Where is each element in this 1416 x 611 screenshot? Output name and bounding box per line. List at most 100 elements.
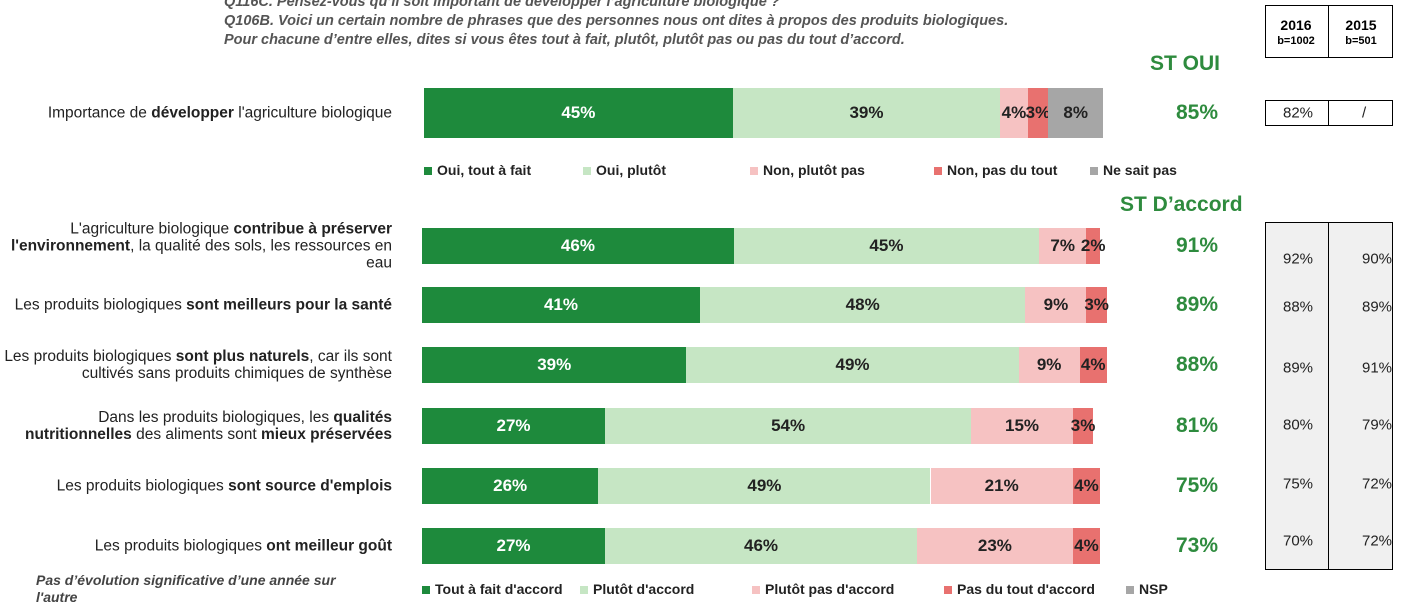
bar-row: 26% 49% 21% 4% xyxy=(422,468,1322,504)
value-label: 15% xyxy=(1005,416,1040,435)
bar-segment xyxy=(1086,228,1100,264)
bar-segment xyxy=(1086,287,1107,323)
total-value: 89% xyxy=(1175,293,1219,316)
footnote: Pas d’évolution significative d’une anné… xyxy=(36,572,336,605)
bar-segment xyxy=(699,287,1026,323)
legend-entry: Pas du tout d'accord xyxy=(944,581,1095,597)
legend-label: NSP xyxy=(1139,581,1168,597)
legend-swatch xyxy=(422,586,430,594)
bar-segment xyxy=(1027,88,1049,138)
legend-entry: Non, pas du tout xyxy=(934,162,1057,178)
bar-segment xyxy=(422,347,687,383)
legend-label: Non, plutôt pas xyxy=(763,162,865,178)
value-label: 46% xyxy=(743,536,779,555)
value-label: 39% xyxy=(537,355,572,374)
bar-segment xyxy=(1072,468,1100,504)
legend-swatch xyxy=(752,586,760,594)
question: Q106B. Voici un certain nombre de phrase… xyxy=(224,13,1009,29)
value-label: 23% xyxy=(977,536,1012,555)
comparison-cell: 92% xyxy=(1283,250,1314,268)
category-text: , la qualité des sols, les ressources en… xyxy=(130,237,392,272)
value-label: 4% xyxy=(1074,536,1099,555)
bar-segment xyxy=(422,468,599,504)
legend-label: Ne sait pas xyxy=(1103,162,1177,178)
total-value: 73% xyxy=(1175,534,1219,557)
comparison-cell: 90% xyxy=(1362,250,1393,268)
legend-label: Oui, plutôt xyxy=(596,162,666,178)
column-base: b=1002 xyxy=(1277,35,1315,47)
total-value: 81% xyxy=(1175,414,1219,437)
value-label: 9% xyxy=(1036,355,1062,374)
comparison-cell: 75% xyxy=(1283,475,1314,493)
column-divider xyxy=(1328,5,1329,58)
category-text: Dans les produits biologiques, les xyxy=(98,409,334,426)
column-year: 2015 xyxy=(1345,17,1377,33)
category-text: qualités nutritionnelles xyxy=(24,409,392,443)
bar-segment xyxy=(1072,528,1100,564)
category-label: Les produits biologiques sont source d'e… xyxy=(4,478,392,495)
legend-entry: Oui, plutôt xyxy=(583,162,666,178)
bar-row: 27% 54% 15% 3% xyxy=(422,408,1322,444)
bar-row: 39% 49% 9% 4% xyxy=(422,347,1322,383)
value-label: 45% xyxy=(561,103,596,122)
category-label: Importance de développer l'agriculture b… xyxy=(4,105,392,122)
bar-segment xyxy=(422,528,606,564)
bar-segment xyxy=(424,88,733,138)
value-label: 46% xyxy=(560,236,595,255)
legend-swatch xyxy=(424,167,432,175)
legend-entry: Plutôt pas d'accord xyxy=(752,581,894,597)
total-value: 88% xyxy=(1175,353,1219,376)
total-value: 75% xyxy=(1175,474,1219,497)
category-label: Les produits biologiques ont meilleur go… xyxy=(4,538,392,555)
value-label: 2% xyxy=(1080,236,1106,255)
value-label: 9% xyxy=(1043,295,1069,314)
value-label: 4% xyxy=(1074,476,1099,495)
bar-segment xyxy=(422,287,700,323)
legend-swatch xyxy=(580,586,588,594)
value-label: 4% xyxy=(1001,103,1027,122)
bar-segment xyxy=(422,228,734,264)
category-label: L'agriculture biologique contribue à pré… xyxy=(4,221,392,272)
bar-segment xyxy=(1038,228,1087,264)
legend-entry: Non, plutôt pas xyxy=(750,162,865,178)
category-text: des aliments sont xyxy=(131,426,262,443)
comparison-cell: 72% xyxy=(1362,475,1393,493)
value-label: 54% xyxy=(771,416,806,435)
comparison-cell: / xyxy=(1362,104,1367,122)
comparison-cell: 72% xyxy=(1362,532,1393,550)
comparison-cell: 88% xyxy=(1283,298,1314,316)
legend-entry: Oui, tout à fait xyxy=(424,162,531,178)
comparison-cell: 80% xyxy=(1283,416,1314,434)
comparison-box xyxy=(1265,222,1393,570)
category-text: ont meilleur goût xyxy=(266,537,392,555)
legend-label: Pas du tout d'accord xyxy=(957,581,1095,597)
value-label: 8% xyxy=(1063,103,1088,122)
value-label: 3% xyxy=(1084,295,1109,314)
bar-segment xyxy=(605,408,972,444)
value-label: 41% xyxy=(543,295,578,314)
bar-segment xyxy=(1018,347,1080,383)
bar-row: 41% 48% 9% 3% xyxy=(422,287,1322,323)
legend-swatch xyxy=(934,167,942,175)
bar-row: 27% 46% 23% 4% xyxy=(422,528,1322,564)
comparison-cell: 79% xyxy=(1362,416,1393,434)
category-text: Importance de xyxy=(47,104,152,122)
totals-title: ST D’accord xyxy=(1120,193,1243,216)
bar-segment xyxy=(1048,88,1104,138)
value-label: 21% xyxy=(984,476,1019,495)
total-value: 85% xyxy=(1175,101,1219,124)
bar-row: 45% 39% 4% 3% 8% xyxy=(424,88,1324,138)
category-text: sont source d'emplois xyxy=(228,477,392,495)
comparison-row-box xyxy=(1265,100,1393,126)
bar-segment xyxy=(1072,408,1094,444)
legend-entry: NSP xyxy=(1126,581,1168,597)
bar-segment xyxy=(605,528,917,564)
comparison-cell: 82% xyxy=(1283,104,1314,122)
comparison-cell: 91% xyxy=(1362,359,1393,377)
category-text: , car ils sont cultivés sans produits ch… xyxy=(81,348,392,382)
category-text: sont meilleurs pour la santé xyxy=(186,296,392,314)
bar-row: 46% 45% 7% 2% xyxy=(422,228,1322,264)
total-value: 91% xyxy=(1175,234,1219,257)
comparison-header xyxy=(1265,5,1393,58)
legend-label: Tout à fait d'accord xyxy=(435,581,563,597)
